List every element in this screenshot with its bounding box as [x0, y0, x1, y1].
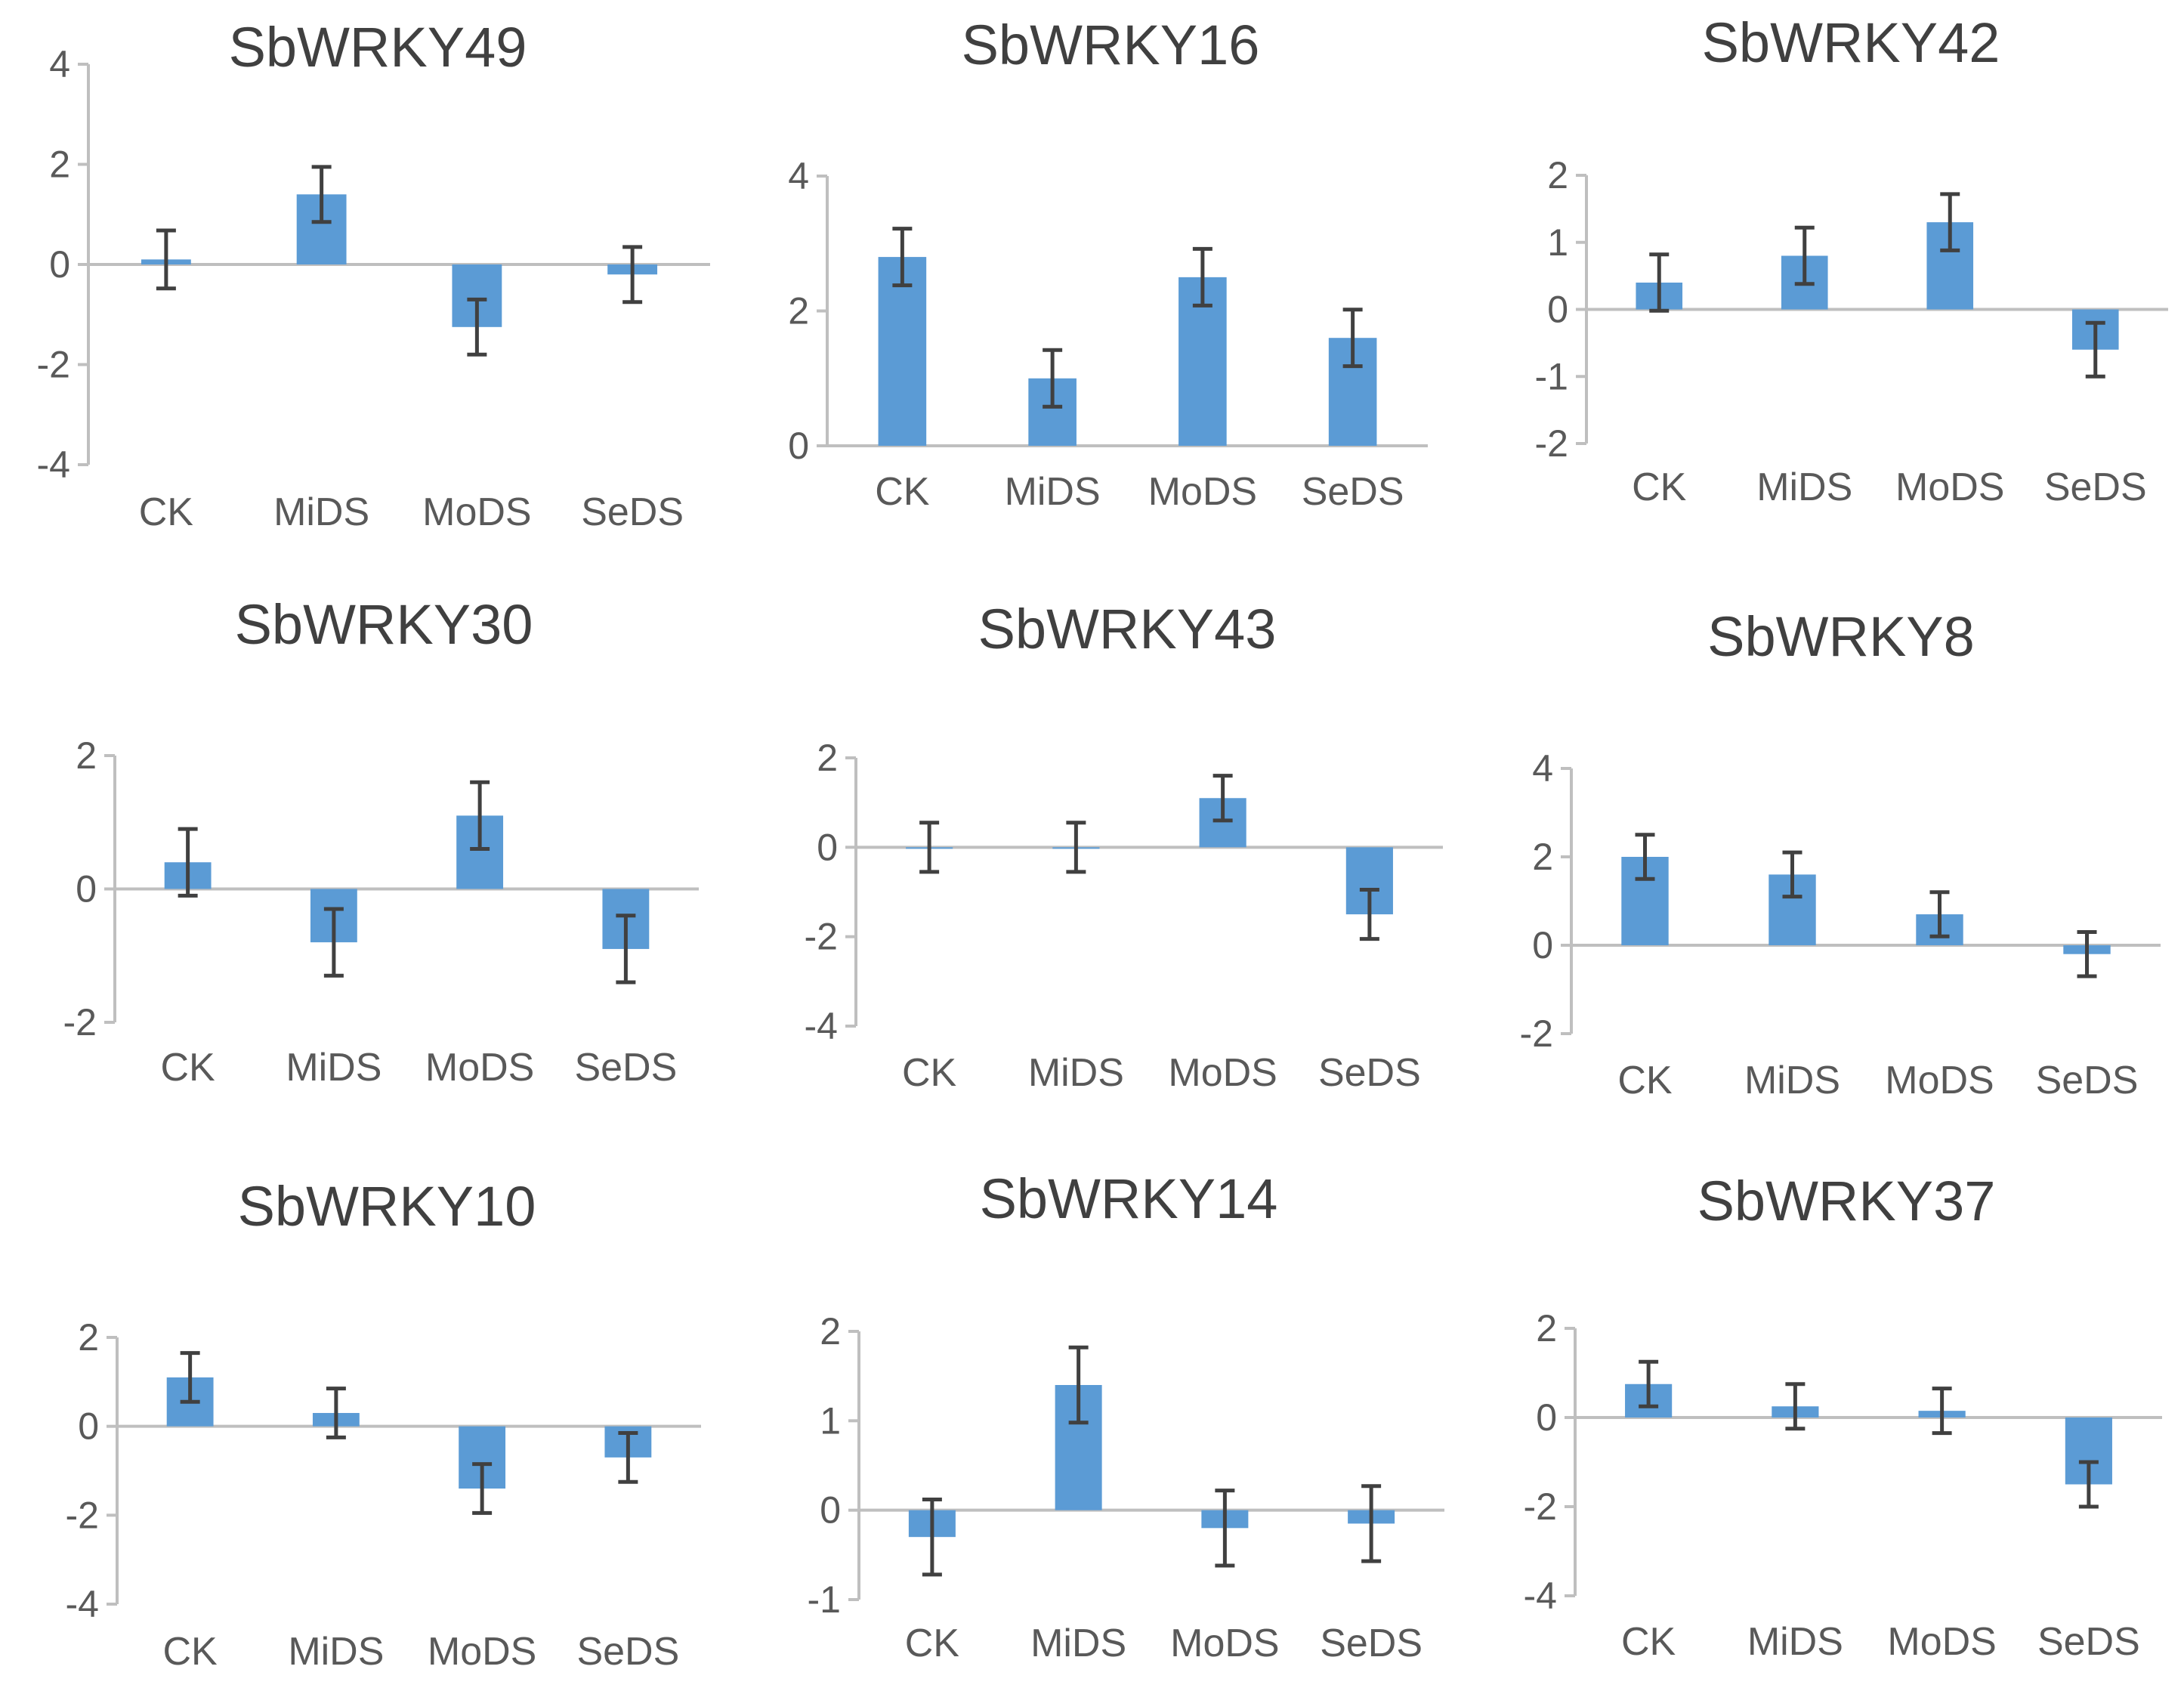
category-label: SeDS [2036, 1059, 2139, 1102]
panel-SbWRKY43: SbWRKY43 2 0 -2 -4 CK MiDS MoDS SeDS [805, 598, 1443, 1095]
panel-SbWRKY10: SbWRKY10 2 0 -2 -4 CK MiDS MoDS SeDS [66, 1175, 701, 1674]
category-label: MiDS [1030, 1622, 1126, 1665]
category-label: CK [902, 1051, 957, 1095]
category-label: MiDS [1747, 1620, 1843, 1664]
y-tick-label: -4 [37, 444, 70, 486]
category-label: SeDS [1302, 470, 1404, 514]
y-tick-label: 2 [820, 1310, 841, 1353]
y-tick-label: -1 [1535, 355, 1568, 397]
panel-title: SbWRKY16 [962, 14, 1260, 76]
category-label: MoDS [422, 490, 531, 534]
category-label: SeDS [574, 1046, 677, 1090]
y-tick-label: 2 [78, 1316, 99, 1359]
category-label: CK [1621, 1620, 1676, 1664]
category-label: MiDS [1028, 1051, 1124, 1095]
panel-title: SbWRKY30 [235, 593, 533, 656]
y-tick-label: 0 [817, 826, 838, 868]
y-tick-label: -2 [63, 1001, 97, 1043]
y-tick-label: 0 [49, 243, 70, 286]
category-label: MoDS [1168, 1051, 1277, 1095]
panel-title: SbWRKY43 [978, 598, 1277, 660]
category-label: MoDS [1148, 470, 1257, 514]
y-tick-label: -2 [37, 344, 70, 386]
y-tick-label: 0 [1532, 924, 1553, 966]
category-label: CK [163, 1630, 218, 1674]
category-label: MiDS [1744, 1059, 1840, 1102]
panel-title: SbWRKY8 [1707, 605, 1975, 668]
y-tick-label: 2 [1532, 836, 1553, 878]
y-tick-label: 0 [76, 868, 97, 910]
y-tick-label: 2 [49, 144, 70, 186]
y-tick-label: 0 [820, 1489, 841, 1532]
category-label: MiDS [273, 490, 369, 534]
category-label: SeDS [581, 490, 684, 534]
panel-SbWRKY37: SbWRKY37 2 0 -2 -4 CK MiDS MoDS SeDS [1524, 1170, 2162, 1664]
y-tick-label: -2 [1520, 1012, 1553, 1055]
y-tick-label: 0 [788, 425, 809, 467]
y-tick-label: 2 [817, 737, 838, 779]
category-label: CK [139, 490, 194, 534]
category-label: CK [161, 1046, 216, 1090]
panel-SbWRKY8: SbWRKY8 4 2 0 -2 CK MiDS MoDS SeDS [1520, 605, 2161, 1102]
y-tick-label: 2 [1536, 1307, 1557, 1349]
y-tick-label: -4 [66, 1583, 99, 1625]
category-label: MoDS [1887, 1620, 1996, 1664]
y-tick-label: 0 [1536, 1396, 1557, 1439]
category-label: SeDS [2044, 465, 2147, 509]
bar-CK [878, 257, 927, 446]
y-tick-label: 4 [1532, 747, 1553, 790]
category-label: SeDS [1320, 1622, 1423, 1665]
y-tick-label: 1 [820, 1399, 841, 1442]
y-tick-label: 0 [1547, 289, 1568, 331]
panel-SbWRKY42: SbWRKY42 2 1 0 -1 -2 CK MiDS MoDS SeDS [1535, 11, 2168, 509]
category-label: MoDS [1895, 465, 2004, 509]
category-label: MoDS [1885, 1059, 1994, 1102]
y-tick-label: 4 [49, 43, 70, 85]
category-label: MiDS [1005, 470, 1101, 514]
y-tick-label: -4 [1524, 1575, 1557, 1617]
panel-title: SbWRKY42 [1702, 11, 2000, 74]
panel-title: SbWRKY37 [1697, 1170, 1996, 1232]
y-tick-label: 2 [76, 734, 97, 777]
panel-SbWRKY30: SbWRKY30 2 0 -2 CK MiDS MoDS SeDS [63, 593, 699, 1090]
panel-SbWRKY14: SbWRKY14 2 1 0 -1 CK MiDS MoDS SeDS [808, 1167, 1444, 1665]
y-tick-label: -2 [1524, 1486, 1557, 1528]
category-label: SeDS [1318, 1051, 1421, 1095]
category-label: MoDS [1170, 1622, 1279, 1665]
panel-SbWRKY16: SbWRKY16 4 2 0 CK MiDS MoDS SeDS [788, 14, 1428, 514]
y-tick-label: 1 [1547, 221, 1568, 264]
category-label: MoDS [428, 1630, 536, 1674]
category-label: MoDS [425, 1046, 534, 1090]
category-label: CK [1632, 465, 1687, 509]
panel-title: SbWRKY49 [229, 16, 527, 79]
panel-SbWRKY49: SbWRKY49 4 2 0 -2 -4 CK MiDS MoDS SeDS [37, 16, 710, 534]
y-tick-label: -4 [805, 1005, 838, 1047]
category-label: CK [875, 470, 930, 514]
category-label: MiDS [288, 1630, 384, 1674]
y-tick-label: -2 [66, 1494, 99, 1536]
category-label: MiDS [1756, 465, 1852, 509]
y-tick-label: 2 [1547, 154, 1568, 196]
y-tick-label: 4 [788, 155, 809, 197]
category-label: SeDS [2037, 1620, 2140, 1664]
y-tick-label: 2 [788, 290, 809, 332]
y-tick-label: 0 [78, 1405, 99, 1448]
category-label: MiDS [286, 1046, 382, 1090]
y-tick-label: -2 [1535, 422, 1568, 465]
y-tick-label: -1 [808, 1578, 841, 1621]
panel-title: SbWRKY14 [980, 1167, 1278, 1230]
category-label: SeDS [576, 1630, 679, 1674]
category-label: CK [905, 1622, 960, 1665]
y-tick-label: -2 [805, 916, 838, 958]
category-label: CK [1617, 1059, 1673, 1102]
panel-title: SbWRKY10 [238, 1175, 536, 1238]
